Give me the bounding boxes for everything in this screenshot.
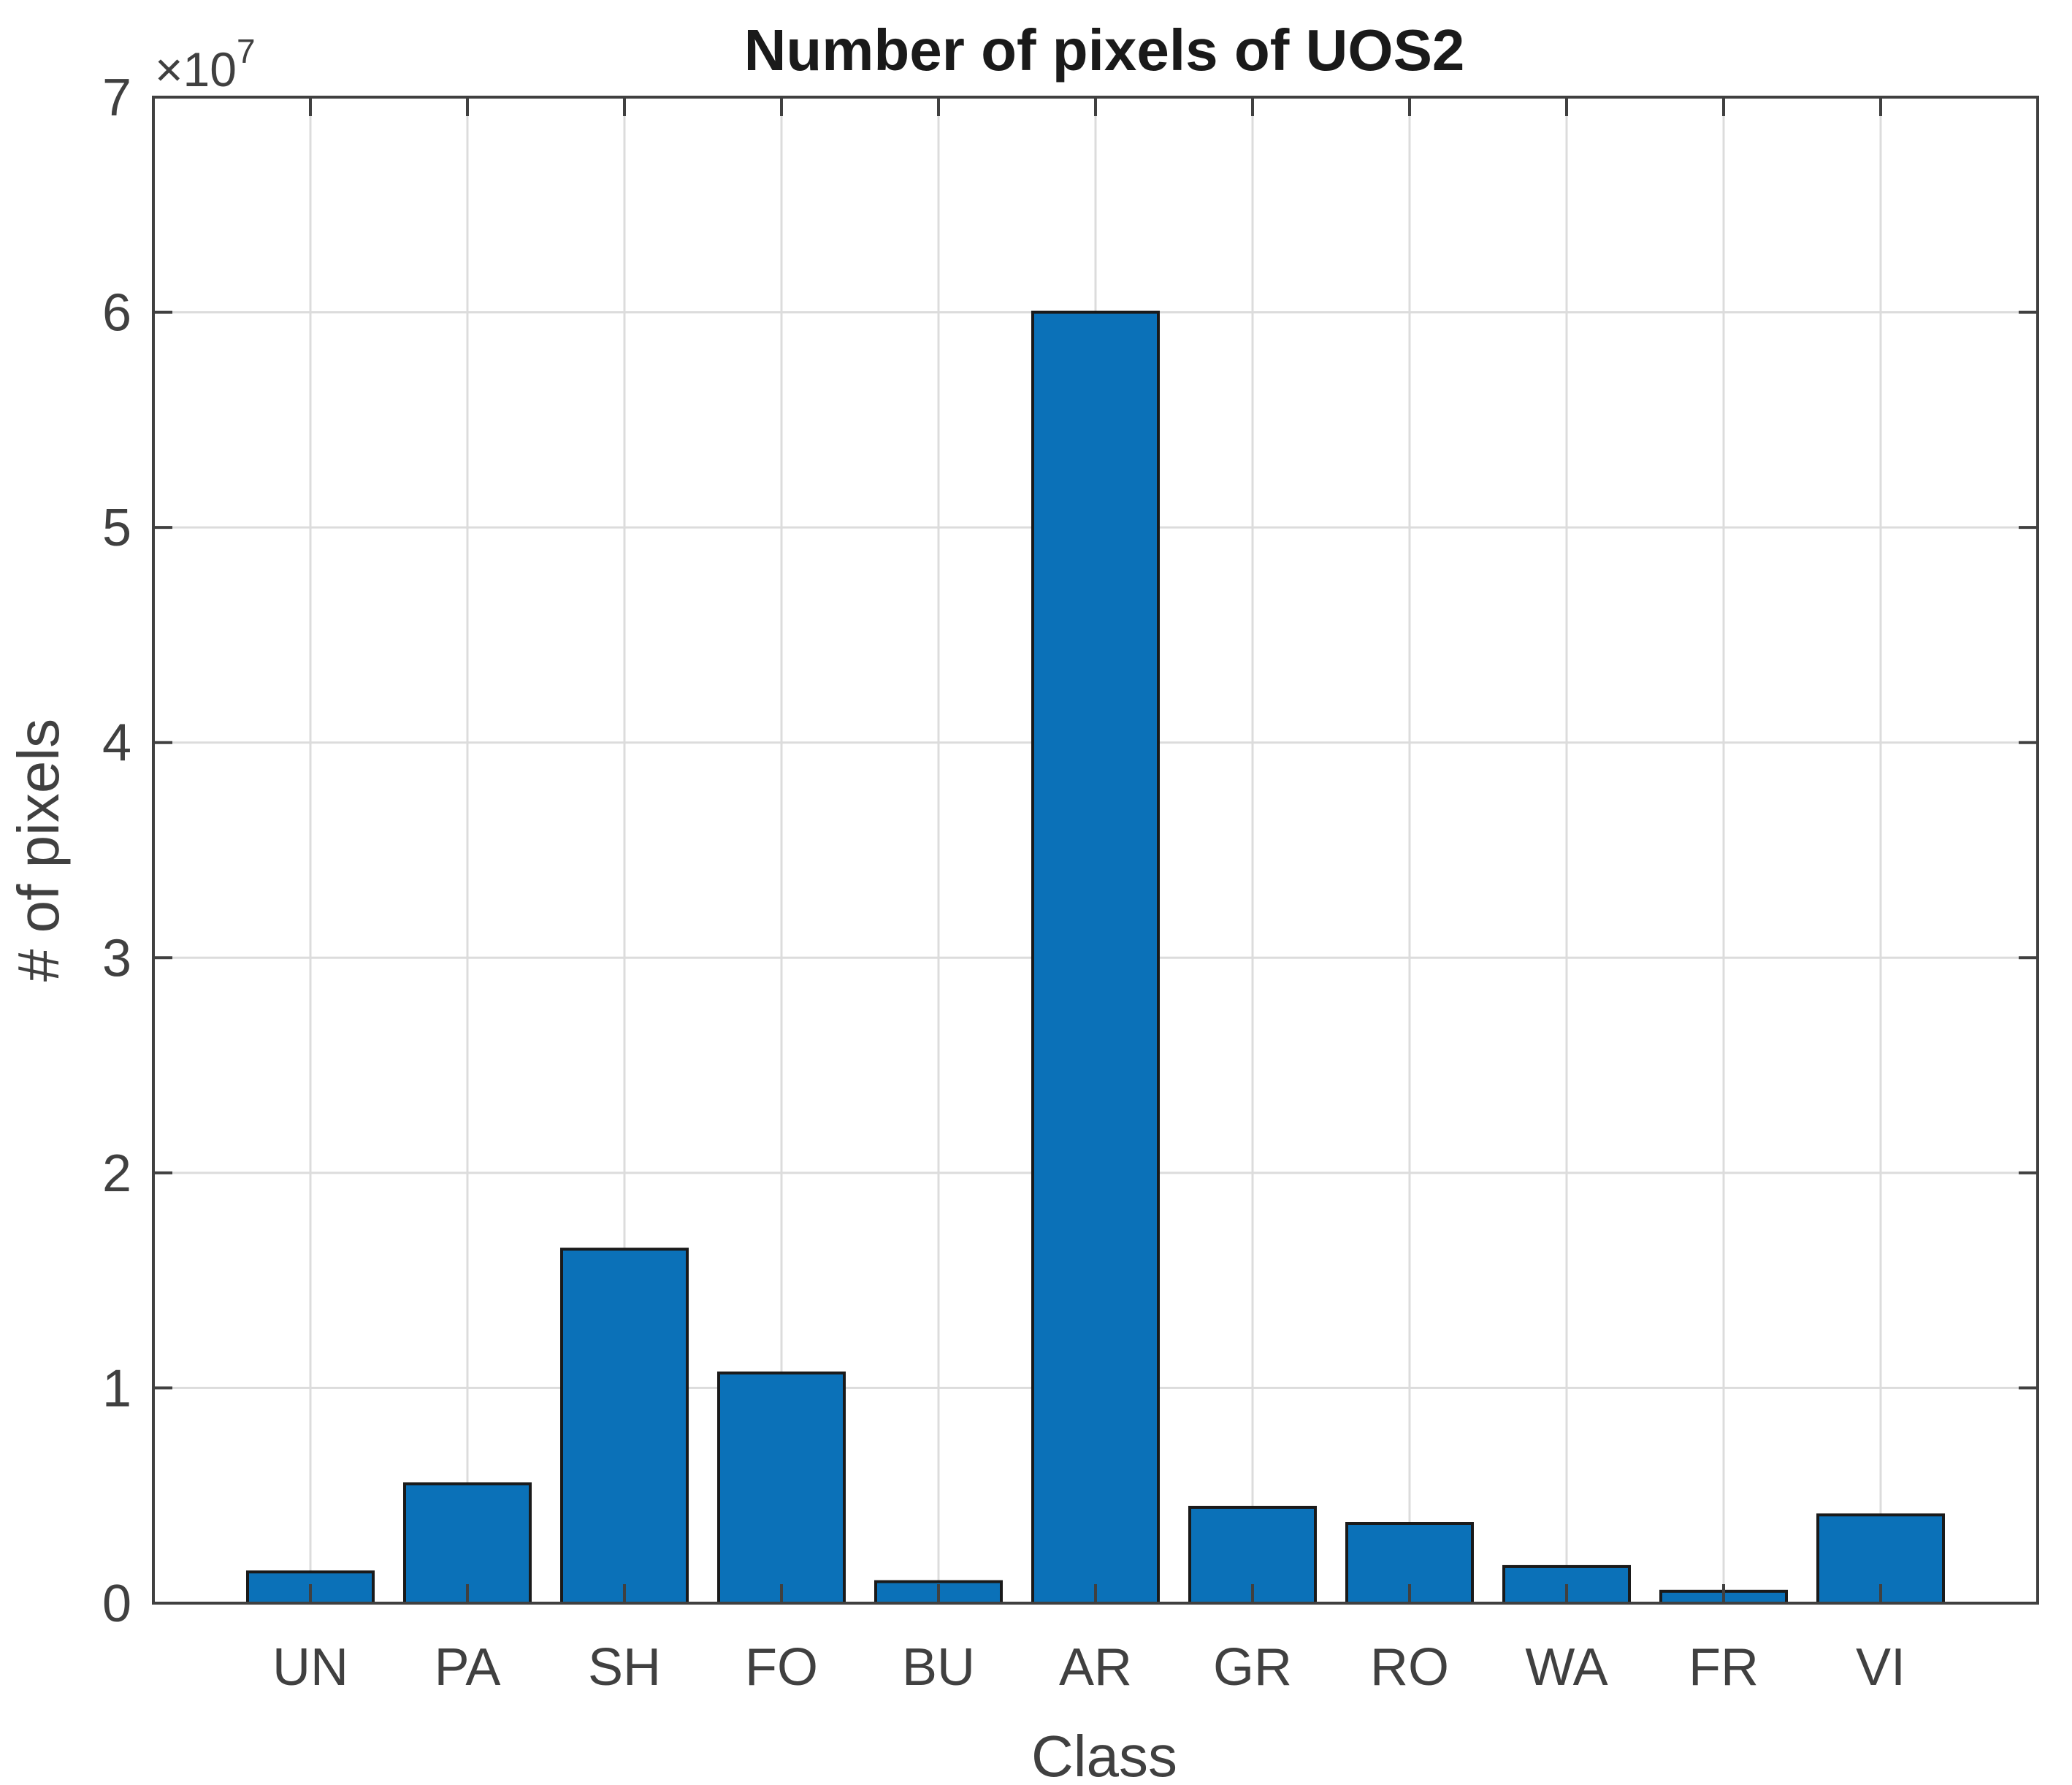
x-tick-label-fo: FO — [745, 1638, 818, 1697]
y-axis-label: # of pixels — [6, 719, 71, 982]
y-tick-labels: 0 1 2 3 4 5 6 7 — [102, 69, 131, 1633]
y-tick-label: 1 — [102, 1359, 131, 1418]
x-tick-label-ro: RO — [1370, 1638, 1449, 1697]
y-tick-label: 6 — [102, 284, 131, 343]
bar-fo — [717, 1371, 846, 1605]
y-exponent-label: ×107 — [155, 32, 256, 96]
x-axis-label: Class — [1031, 1724, 1177, 1785]
y-exponent-power: 7 — [237, 32, 256, 70]
x-tick-label-wa: WA — [1525, 1638, 1607, 1697]
x-tick-label-fr: FR — [1689, 1638, 1759, 1697]
x-tick-labels: UN PA SH FO BU AR GR RO WA FR VI — [272, 1638, 1905, 1697]
x-tick-label-gr: GR — [1213, 1638, 1292, 1697]
ticks — [153, 96, 2038, 1605]
y-tick-label: 4 — [102, 714, 131, 773]
bar-ar — [1031, 310, 1160, 1605]
x-tick-label-vi: VI — [1856, 1638, 1905, 1697]
x-tick-label-bu: BU — [902, 1638, 975, 1697]
x-tick-label-ar: AR — [1059, 1638, 1132, 1697]
y-tick-label: 2 — [102, 1144, 131, 1203]
bar-sh — [560, 1247, 689, 1605]
y-tick-label: 5 — [102, 499, 131, 557]
x-tick-label-sh: SH — [588, 1638, 661, 1697]
y-tick-label: 0 — [102, 1575, 131, 1633]
y-tick-label: 3 — [102, 929, 131, 987]
bars — [246, 310, 1945, 1605]
y-exponent-base: ×10 — [155, 42, 237, 96]
x-tick-label-pa: PA — [435, 1638, 501, 1697]
x-tick-label-un: UN — [272, 1638, 348, 1697]
y-tick-label: 7 — [102, 69, 131, 127]
chart-title: Number of pixels of UOS2 — [744, 18, 1465, 83]
